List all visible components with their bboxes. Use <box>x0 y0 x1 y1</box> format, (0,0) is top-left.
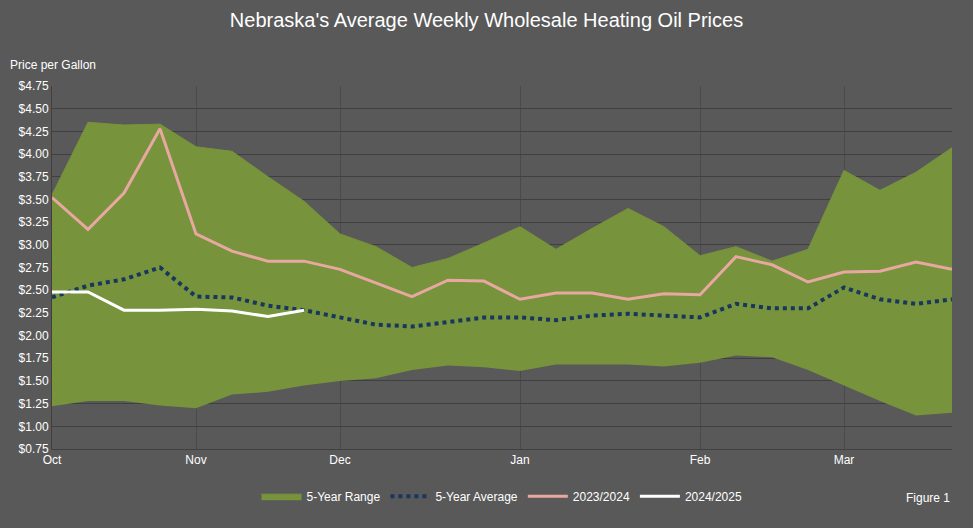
svg-text:Figure 1: Figure 1 <box>906 491 950 505</box>
svg-text:Price per Gallon: Price per Gallon <box>10 58 96 72</box>
svg-text:$1.50: $1.50 <box>19 374 49 388</box>
svg-text:Nov: Nov <box>185 453 206 467</box>
svg-text:Nebraska's Average Weekly Whol: Nebraska's Average Weekly Wholesale Heat… <box>230 9 743 31</box>
svg-text:$3.50: $3.50 <box>19 193 49 207</box>
svg-text:$1.75: $1.75 <box>19 351 49 365</box>
svg-text:5-Year Range: 5-Year Range <box>307 490 381 504</box>
svg-text:5-Year Average: 5-Year Average <box>435 490 517 504</box>
svg-text:$4.00: $4.00 <box>19 147 49 161</box>
svg-text:$0.75: $0.75 <box>19 442 49 456</box>
svg-text:Oct: Oct <box>43 453 62 467</box>
svg-text:$3.75: $3.75 <box>19 170 49 184</box>
svg-text:Feb: Feb <box>690 453 711 467</box>
svg-text:Jan: Jan <box>510 453 529 467</box>
svg-text:Mar: Mar <box>834 453 855 467</box>
svg-text:$1.25: $1.25 <box>19 397 49 411</box>
svg-text:$3.00: $3.00 <box>19 238 49 252</box>
svg-text:$4.50: $4.50 <box>19 102 49 116</box>
svg-text:$2.25: $2.25 <box>19 306 49 320</box>
svg-text:2023/2024: 2023/2024 <box>573 490 630 504</box>
svg-text:2024/2025: 2024/2025 <box>685 490 742 504</box>
svg-text:$3.25: $3.25 <box>19 215 49 229</box>
svg-text:$2.00: $2.00 <box>19 329 49 343</box>
svg-text:$4.25: $4.25 <box>19 125 49 139</box>
svg-text:Dec: Dec <box>329 453 350 467</box>
svg-text:$1.00: $1.00 <box>19 420 49 434</box>
svg-text:$2.75: $2.75 <box>19 261 49 275</box>
svg-text:$4.75: $4.75 <box>19 79 49 93</box>
svg-text:$2.50: $2.50 <box>19 283 49 297</box>
